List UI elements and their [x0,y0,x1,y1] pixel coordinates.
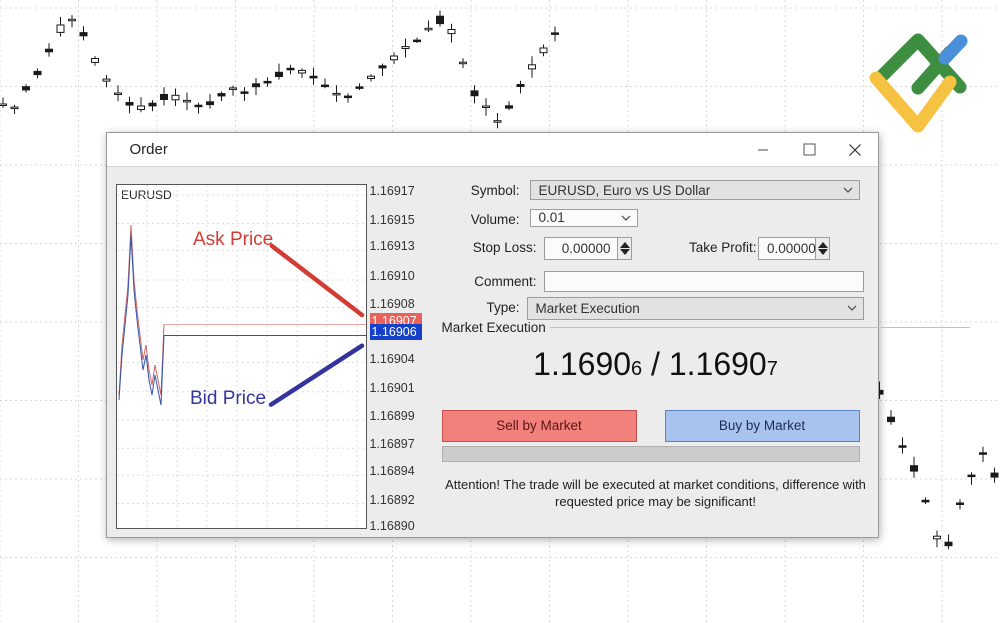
svg-text:Ask Price: Ask Price [193,229,273,250]
svg-text:Bid Price: Bid Price [190,388,266,409]
